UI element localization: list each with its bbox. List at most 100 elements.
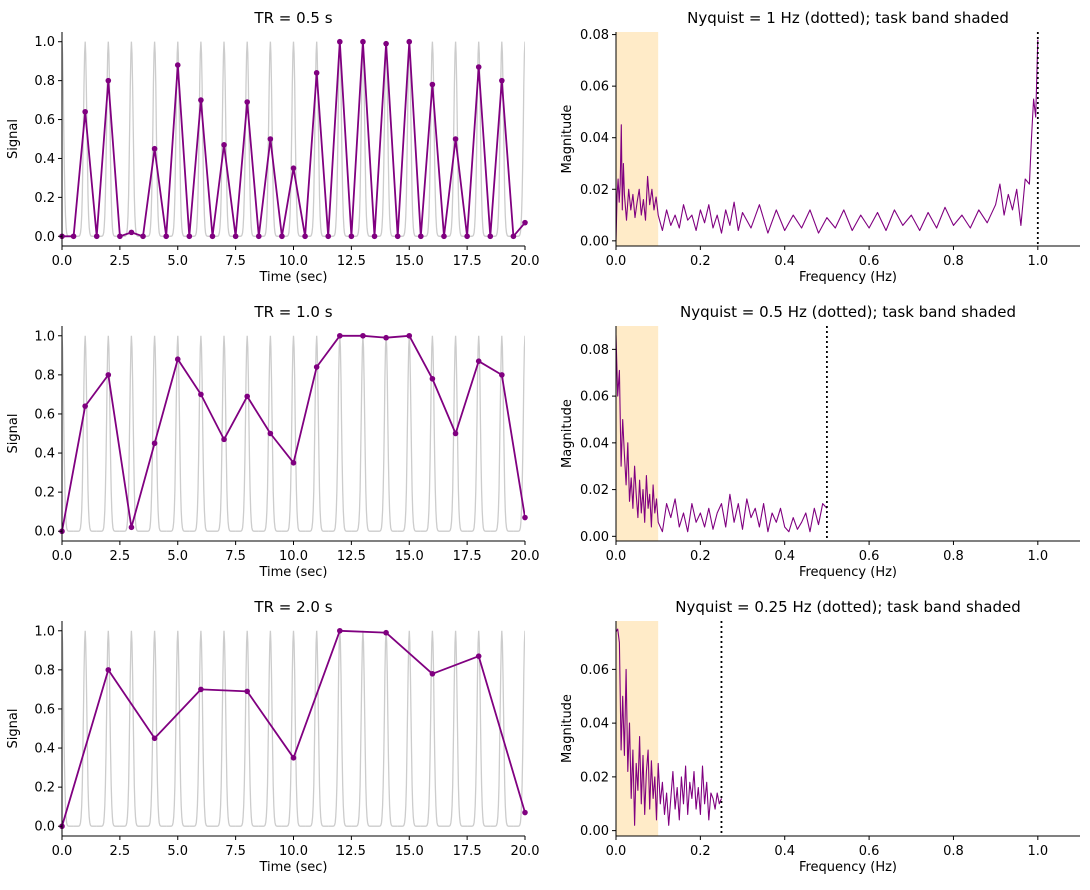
sample-point-6 bbox=[337, 627, 343, 634]
true-signal-pulse-11 bbox=[305, 335, 329, 532]
plot-area bbox=[62, 334, 525, 532]
x-tick-label: 0.6 bbox=[859, 549, 880, 564]
true-signal-pulse-3 bbox=[119, 335, 143, 532]
true-signal-pulse-17 bbox=[444, 41, 468, 237]
spectrum-line-0 bbox=[616, 628, 723, 826]
sample-point-17 bbox=[255, 233, 262, 240]
true-signal-pulse-16 bbox=[420, 335, 444, 532]
y-tick-label: 0.6 bbox=[34, 702, 55, 717]
sample-point-28 bbox=[383, 40, 389, 47]
sample-point-16 bbox=[429, 375, 436, 382]
x-tick-label: 12.5 bbox=[337, 549, 366, 564]
sample-point-20 bbox=[290, 165, 297, 171]
subplot-3: 0.0 2.5 5.0 7.5 10.0 12.5 15.0 17.5 20.0 0.0 0.2 0.… bbox=[6, 303, 539, 580]
true-signal-pulse-16 bbox=[420, 41, 444, 237]
sample-point-38 bbox=[499, 77, 505, 84]
x-tick-label: 15.0 bbox=[395, 844, 424, 859]
sample-point-3 bbox=[128, 524, 135, 531]
sample-point-2 bbox=[105, 372, 112, 378]
y-axis-label: Magnitude bbox=[560, 694, 575, 763]
sample-point-36 bbox=[475, 64, 482, 70]
y-tick-label: 0.8 bbox=[34, 368, 55, 383]
y-tick-label: 0.0 bbox=[34, 820, 55, 835]
plot-area bbox=[62, 40, 525, 238]
y-tick-label: 1.0 bbox=[34, 329, 55, 344]
true-signal-pulse-11 bbox=[305, 41, 329, 237]
x-tick-label: 0.8 bbox=[943, 844, 964, 859]
sample-point-9 bbox=[475, 653, 482, 659]
sampled-signal-line-0 bbox=[62, 629, 525, 827]
y-axis-label: Magnitude bbox=[560, 105, 575, 174]
y-tick-label: 0.04 bbox=[580, 131, 609, 146]
y-tick-label: 0.8 bbox=[34, 663, 55, 678]
sample-point-6 bbox=[128, 229, 135, 236]
y-tick-label: 0.8 bbox=[34, 74, 55, 89]
true-signal-pulse-3 bbox=[119, 41, 143, 237]
sample-point-19 bbox=[279, 233, 285, 240]
sample-point-25 bbox=[348, 233, 355, 240]
y-tick-label: 0.06 bbox=[580, 663, 609, 678]
plot-area bbox=[616, 32, 1039, 246]
y-tick-label: 0.04 bbox=[580, 717, 609, 732]
sample-point-3 bbox=[198, 686, 204, 693]
y-axis-label: Signal bbox=[6, 119, 21, 159]
x-tick-label: 20.0 bbox=[511, 549, 540, 564]
subplot-6: 0.0 0.2 0.4 0.6 0.8 1.0 0.00 0.02 0.04 0.06 Nyquis… bbox=[560, 598, 1080, 875]
true-signal-pulse-5 bbox=[166, 41, 190, 237]
true-signal-pulse-12 bbox=[328, 335, 352, 532]
true-signal-pulse-9 bbox=[258, 630, 282, 827]
y-tick-label: 0.2 bbox=[34, 486, 55, 501]
x-tick-label: 0.8 bbox=[943, 549, 964, 564]
sample-point-7 bbox=[221, 436, 227, 443]
x-tick-label: 0.6 bbox=[859, 254, 880, 269]
x-axis-label: Time (sec) bbox=[258, 565, 327, 580]
x-tick-label: 0.0 bbox=[52, 254, 73, 269]
x-tick-label: 17.5 bbox=[453, 844, 482, 859]
x-tick-label: 12.5 bbox=[337, 844, 366, 859]
sample-point-17 bbox=[452, 430, 459, 437]
x-axis-label: Time (sec) bbox=[258, 860, 327, 875]
x-axis-label: Time (sec) bbox=[258, 270, 327, 285]
y-tick-label: 0.6 bbox=[34, 407, 55, 422]
true-signal-pulse-4 bbox=[143, 41, 167, 237]
sample-point-15 bbox=[232, 233, 239, 240]
sample-point-34 bbox=[452, 136, 459, 142]
x-axis-label: Frequency (Hz) bbox=[799, 565, 897, 580]
x-tick-label: 2.5 bbox=[110, 254, 131, 269]
sample-point-13 bbox=[209, 233, 216, 240]
true-signal-pulse-20 bbox=[513, 335, 525, 532]
true-signal-pulse-14 bbox=[374, 41, 398, 237]
true-signal-pulse-8 bbox=[235, 630, 259, 827]
sample-point-4 bbox=[244, 688, 250, 695]
true-signal-pulse-8 bbox=[235, 41, 259, 237]
sample-point-33 bbox=[441, 233, 447, 240]
true-signal-pulse-14 bbox=[374, 335, 398, 532]
sample-point-9 bbox=[267, 430, 274, 437]
x-tick-label: 7.5 bbox=[225, 254, 246, 269]
x-tick-label: 0.6 bbox=[859, 844, 880, 859]
x-tick-label: 2.5 bbox=[110, 549, 131, 564]
x-tick-label: 0.0 bbox=[52, 549, 73, 564]
y-tick-label: 0.2 bbox=[34, 781, 55, 796]
sample-point-3 bbox=[93, 233, 100, 240]
x-tick-label: 12.5 bbox=[337, 254, 366, 269]
true-signal-pulse-19 bbox=[490, 335, 514, 532]
subplot-1: 0.0 2.5 5.0 7.5 10.0 12.5 15.0 17.5 20.0 0.0 0.2 0.… bbox=[6, 9, 539, 285]
sample-point-8 bbox=[244, 393, 250, 400]
x-tick-label: 10.0 bbox=[279, 844, 308, 859]
true-signal-pulse-19 bbox=[490, 41, 514, 237]
true-signal-pulse-15 bbox=[397, 41, 421, 237]
sample-point-20 bbox=[522, 514, 528, 521]
sample-point-2 bbox=[151, 735, 158, 742]
y-tick-label: 0.4 bbox=[34, 742, 55, 757]
true-signal-pulse-1 bbox=[73, 335, 97, 532]
sample-point-15 bbox=[406, 332, 413, 339]
true-signal-pulse-1 bbox=[73, 630, 97, 827]
true-signal-pulse-18 bbox=[467, 41, 491, 237]
sample-point-2 bbox=[82, 108, 88, 115]
true-signal-pulse-1 bbox=[73, 41, 97, 237]
subplot-title: Nyquist = 0.25 Hz (dotted); task band sh… bbox=[675, 598, 1021, 616]
task-band-shading bbox=[616, 32, 659, 246]
sample-point-18 bbox=[267, 136, 274, 142]
